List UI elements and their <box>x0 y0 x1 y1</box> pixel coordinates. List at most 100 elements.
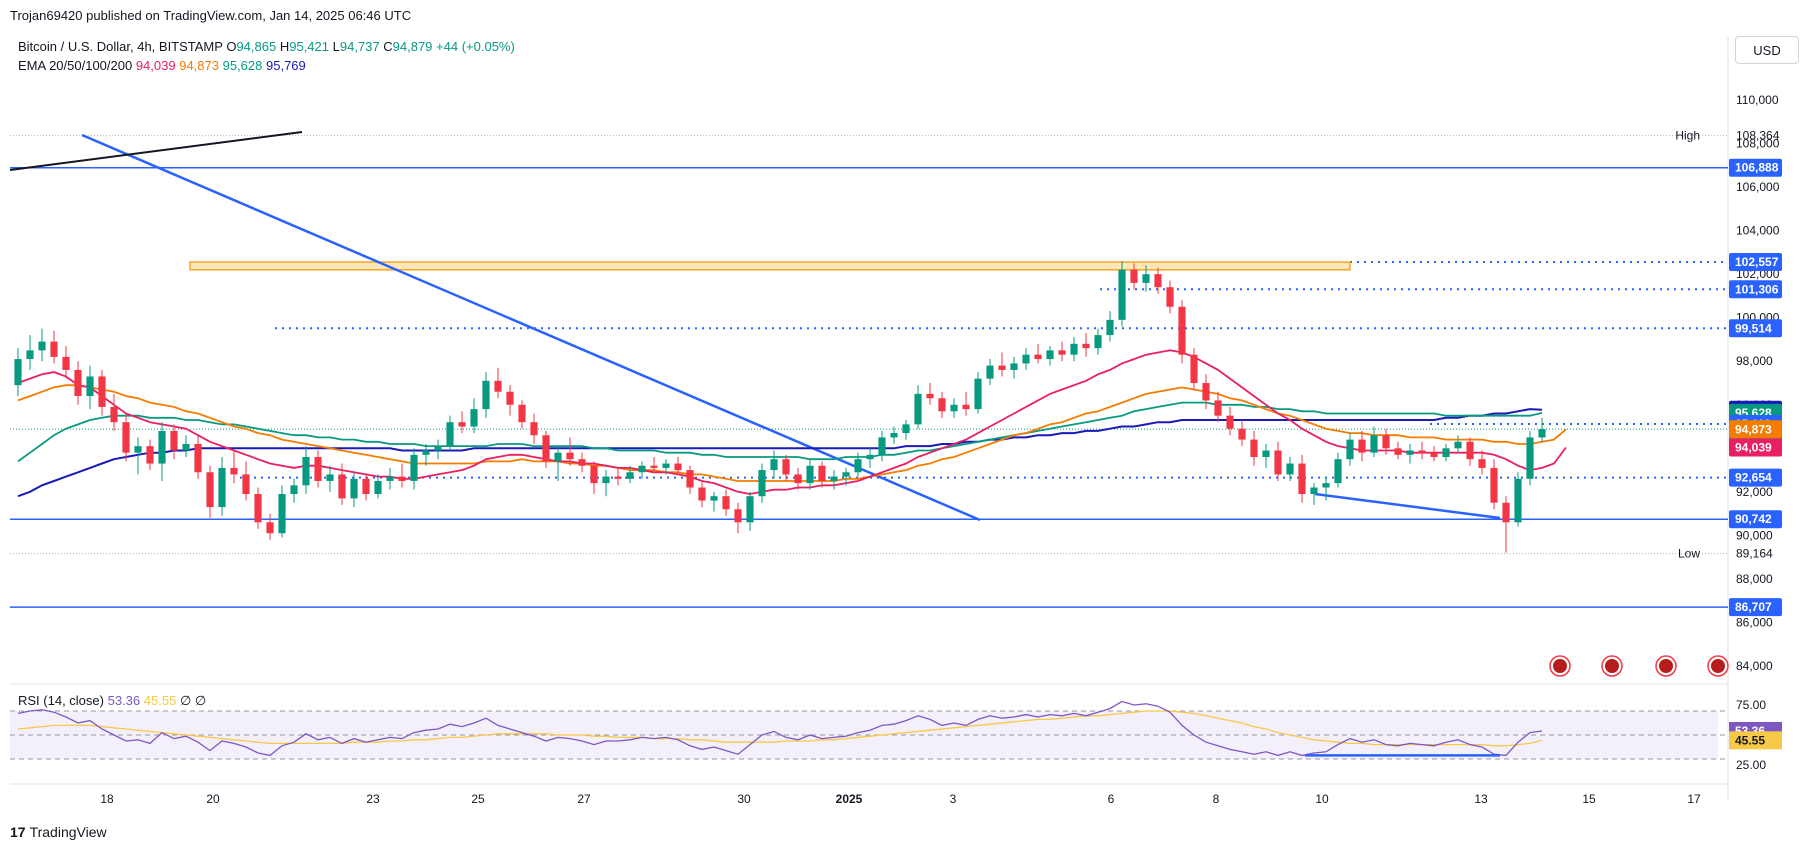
candle-body <box>1526 437 1534 479</box>
candle <box>458 411 466 434</box>
ema50-line <box>17 384 1567 482</box>
change-value: +44 (+0.05%) <box>436 39 515 54</box>
price-label-box <box>1729 510 1782 529</box>
economic-event-icon <box>1707 655 1729 677</box>
price-label-box <box>1729 280 1782 299</box>
rsi-ma-label-box <box>1729 731 1782 750</box>
candle-body <box>194 443 202 473</box>
candle <box>530 413 538 444</box>
rsi-ma-line <box>17 710 1543 747</box>
candle <box>110 393 118 431</box>
candle-body <box>662 463 670 468</box>
candle <box>38 328 46 362</box>
candle-body <box>326 474 334 481</box>
price-label-box <box>1729 253 1782 272</box>
candle <box>1382 428 1390 455</box>
candle <box>494 367 502 399</box>
rsi-value: 53.36 <box>107 693 141 708</box>
candle-body <box>842 472 850 477</box>
candle <box>986 359 994 386</box>
candle-body <box>758 470 766 497</box>
ema100-line <box>17 401 1543 463</box>
candle <box>1322 476 1330 501</box>
symbol-legend[interactable]: Bitcoin / U.S. Dollar, 4h, BITSTAMP O94,… <box>18 39 515 54</box>
candle <box>554 446 562 481</box>
ema50-value: 94,873 <box>179 58 219 73</box>
candle <box>1334 452 1342 488</box>
candle-body <box>1490 467 1498 503</box>
price-marker-caption: High <box>1675 129 1700 143</box>
candle-body <box>782 459 790 475</box>
x-tick-label: 27 <box>577 792 591 806</box>
candle-body <box>974 378 982 410</box>
x-tick-label: 3 <box>950 792 957 806</box>
x-tick-label: 15 <box>1582 792 1596 806</box>
ema-legend[interactable]: EMA 20/50/100/200 94,039 94,873 95,628 9… <box>18 58 306 73</box>
candle-body <box>1454 441 1462 449</box>
candle <box>1154 267 1162 294</box>
price-label-text: 94,039 <box>1735 440 1772 454</box>
candle-body <box>1214 400 1222 416</box>
candle <box>1394 441 1402 460</box>
candle <box>50 330 58 364</box>
candle-body <box>1430 452 1438 458</box>
candle-body <box>122 422 130 453</box>
candle-body <box>602 476 610 484</box>
x-tick-label: 23 <box>366 792 380 806</box>
y-tick-label: 104,000 <box>1736 224 1780 238</box>
candle-body <box>674 463 682 471</box>
candle <box>878 430 886 462</box>
price-label-text: 106,888 <box>1735 161 1779 175</box>
resistance-zone <box>189 261 1351 271</box>
candle <box>614 467 622 486</box>
candle-body <box>1418 450 1426 453</box>
low-value: 94,737 <box>339 39 380 54</box>
price-label-text: 94,873 <box>1735 422 1772 436</box>
candle-body <box>650 465 658 468</box>
y-tick-label: 86,000 <box>1736 615 1773 629</box>
candle-body <box>698 487 706 501</box>
candle <box>290 478 298 503</box>
candle-body <box>1142 274 1150 283</box>
open-label: O <box>226 39 237 54</box>
economic-event-icon <box>1549 655 1571 677</box>
x-tick-label: 30 <box>737 792 751 806</box>
y-tick-label: 88,000 <box>1736 572 1773 586</box>
candle <box>686 465 694 495</box>
candle <box>1190 348 1198 390</box>
candle <box>62 345 70 379</box>
tradingview-logo-icon: 17 <box>10 824 26 840</box>
y-tick-label: 84,000 <box>1736 659 1773 673</box>
candle-body <box>1238 428 1246 440</box>
candle-body <box>1154 274 1162 288</box>
price-label-box <box>1729 158 1782 177</box>
candle <box>194 435 202 479</box>
candle <box>950 398 958 418</box>
candle <box>590 461 598 495</box>
candle <box>1118 261 1126 327</box>
candle-body <box>1310 487 1318 495</box>
candle <box>1166 280 1174 314</box>
currency-button[interactable]: USD <box>1735 36 1799 64</box>
price-label-text: 92,654 <box>1735 471 1772 485</box>
footer-brand[interactable]: 17 TradingView <box>10 824 107 840</box>
candle-body <box>830 476 838 481</box>
candle <box>1538 417 1546 442</box>
candle-body <box>170 430 178 451</box>
candle-body <box>110 406 118 423</box>
candle-body <box>1010 363 1018 370</box>
price-marker-value: 89,164 <box>1736 547 1773 561</box>
candle-body <box>338 474 346 499</box>
candle <box>1418 441 1426 460</box>
y-tick-label: 90,000 <box>1736 528 1773 542</box>
candle-body <box>986 365 994 379</box>
rsi-legend[interactable]: RSI (14, close) 53.36 45.55 ∅ ∅ <box>18 693 206 709</box>
candle <box>1130 263 1138 290</box>
candle-body <box>74 369 82 397</box>
candle <box>1442 443 1450 462</box>
candle <box>902 420 910 440</box>
candle <box>602 470 610 497</box>
x-tick-label: 17 <box>1687 792 1701 806</box>
x-tick-label: 2025 <box>836 792 863 806</box>
